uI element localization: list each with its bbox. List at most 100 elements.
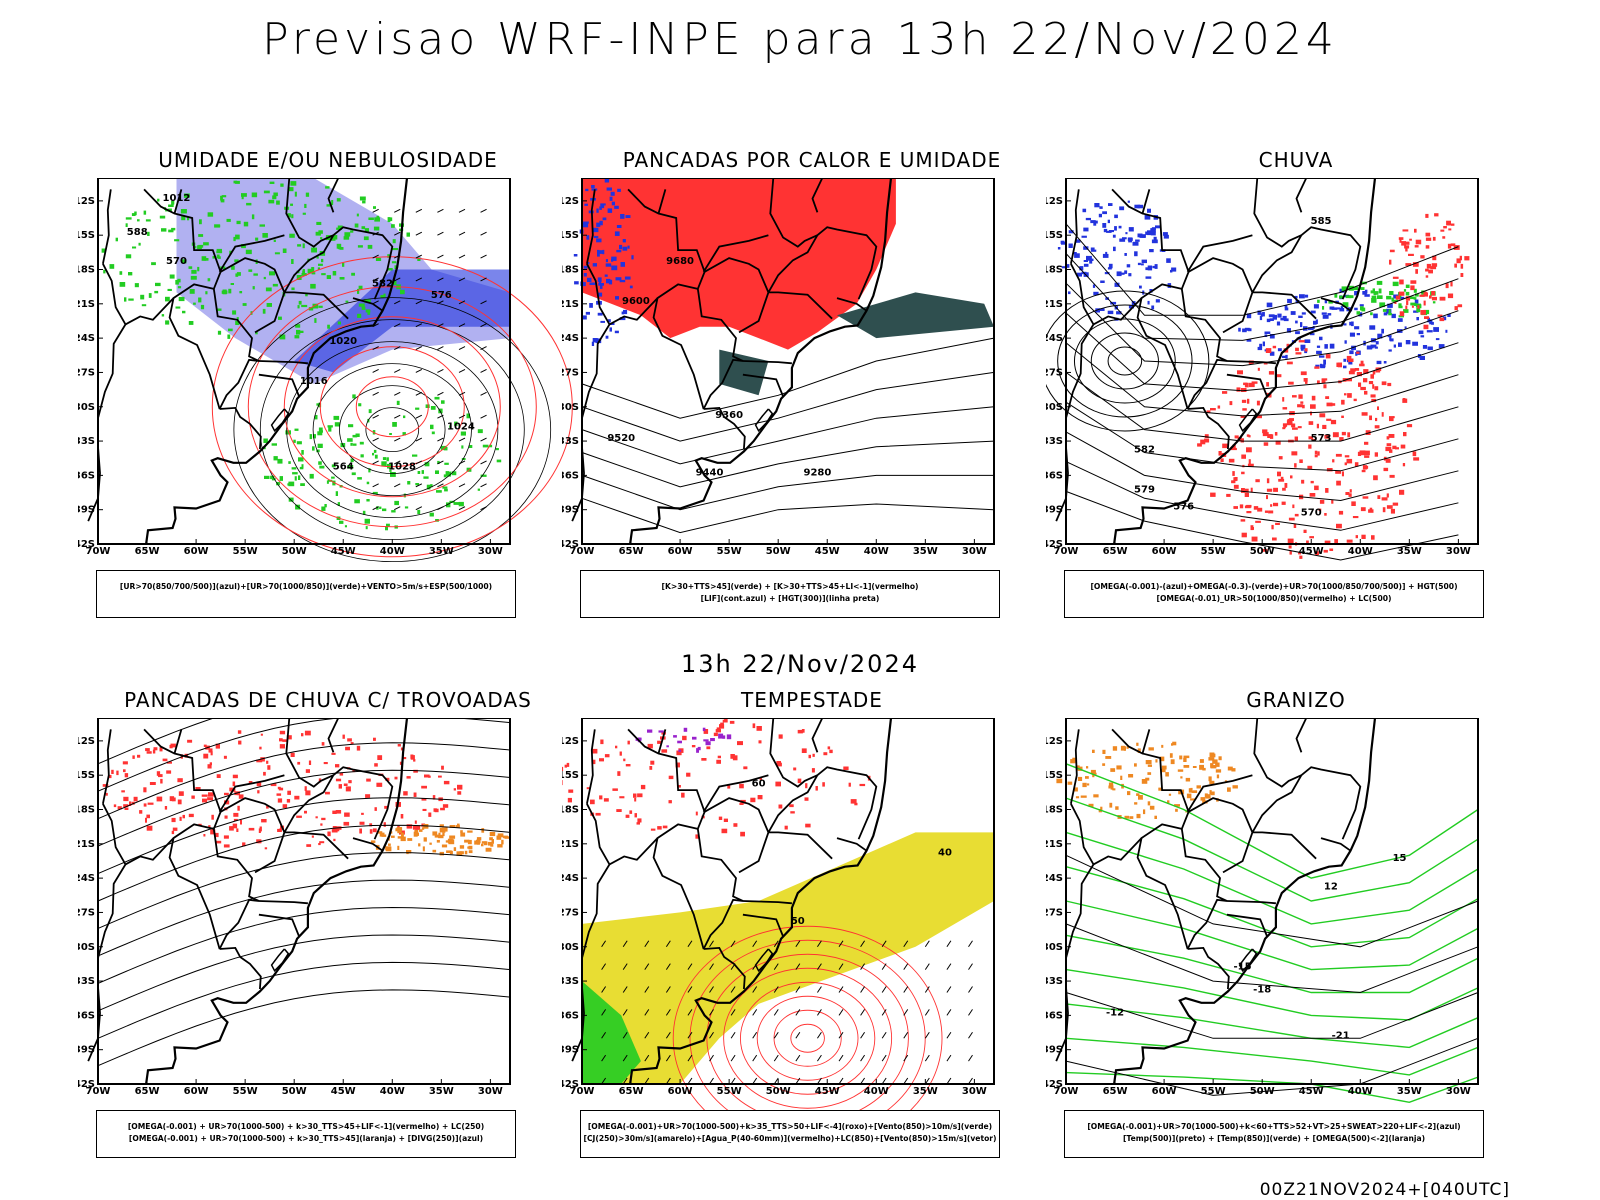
precip-cell xyxy=(650,828,656,831)
precip-cell xyxy=(717,755,721,759)
precip-cell xyxy=(407,481,411,485)
precip-cell xyxy=(1323,359,1326,365)
precip-cell xyxy=(596,208,599,213)
precip-cell xyxy=(461,458,466,460)
legend-line: [OMEGA(-0.001)-(azul)+OMEGA(-0.3)-(verde… xyxy=(1090,582,1458,591)
precip-cell xyxy=(134,283,139,288)
precip-cell xyxy=(237,805,240,811)
precip-cell xyxy=(143,787,147,793)
precip-cell xyxy=(288,461,291,464)
wind-vector xyxy=(924,1009,930,1016)
precip-cell xyxy=(1391,297,1394,302)
precip-cell xyxy=(309,473,314,479)
precip-cell xyxy=(1354,368,1360,371)
precip-cell xyxy=(374,763,378,767)
precip-cell xyxy=(1255,520,1261,523)
precip-cell xyxy=(351,472,356,476)
precip-cell xyxy=(706,746,711,750)
precip-cell xyxy=(333,838,336,842)
border-line xyxy=(1136,283,1189,410)
precip-cell xyxy=(445,471,449,476)
precip-cell xyxy=(1319,413,1326,418)
precip-cell xyxy=(1286,343,1290,348)
contour-label: 1020 xyxy=(329,336,357,347)
precip-cell xyxy=(1256,415,1262,419)
red-rain xyxy=(1389,213,1470,330)
border-line xyxy=(816,766,878,840)
precip-cell xyxy=(496,459,502,463)
lat-label: 36S xyxy=(562,470,579,481)
border-line xyxy=(1141,729,1151,754)
precip-cell xyxy=(331,829,338,833)
streamline xyxy=(97,879,511,957)
precip-cell xyxy=(1431,291,1436,296)
lon-label: 35W xyxy=(1397,1086,1422,1097)
precip-cell xyxy=(1294,463,1297,468)
precip-cell xyxy=(1414,299,1419,304)
precip-cell xyxy=(1150,228,1156,233)
hgt500-line xyxy=(1065,253,1459,341)
precip-cell xyxy=(716,759,721,764)
precip-cell xyxy=(241,193,247,197)
precip-cell xyxy=(1112,234,1116,238)
precip-cell xyxy=(226,218,231,222)
precip-cell xyxy=(1179,755,1183,760)
precip-cell xyxy=(1339,307,1345,312)
precip-cell xyxy=(589,282,596,285)
precip-cell xyxy=(1349,332,1355,337)
precip-cell xyxy=(177,778,183,783)
precip-cell xyxy=(1167,800,1170,804)
contour-label: 9520 xyxy=(607,433,635,444)
precip-cell xyxy=(1126,264,1131,268)
precip-cell xyxy=(412,826,418,830)
precip-cell xyxy=(460,431,466,436)
precip-cell xyxy=(1374,386,1379,391)
precip-cell xyxy=(231,265,235,270)
precip-cell xyxy=(722,735,726,739)
precip-cell xyxy=(252,286,255,290)
precip-cell xyxy=(331,476,335,479)
precip-cell xyxy=(438,834,444,839)
precip-cell xyxy=(1081,235,1087,238)
precip-cell xyxy=(1251,381,1258,384)
precip-cell xyxy=(1060,240,1065,244)
lat-label: 27S xyxy=(1046,367,1063,378)
map-frame xyxy=(581,718,995,1085)
precip-cell xyxy=(208,748,213,753)
precip-cell xyxy=(1310,404,1316,409)
precip-cell xyxy=(1151,305,1155,310)
precip-cell xyxy=(157,198,160,202)
temp500-line xyxy=(1065,992,1479,1039)
precip-cell xyxy=(117,806,122,810)
precip-cell xyxy=(214,224,220,228)
precip-cell xyxy=(301,464,304,469)
wind-vector xyxy=(795,1009,801,1016)
precip-cell xyxy=(1324,299,1328,304)
border-line xyxy=(1295,178,1308,213)
wind-vector xyxy=(415,437,423,442)
precip-cell xyxy=(793,767,797,771)
precip-cell xyxy=(1137,262,1141,266)
precip-cell xyxy=(392,239,396,244)
precip-cell xyxy=(369,823,373,827)
wind-vector xyxy=(687,940,693,948)
precip-cell xyxy=(1151,227,1156,231)
precip-cell xyxy=(235,320,240,325)
precip-cell xyxy=(1374,346,1378,349)
precip-cell xyxy=(269,271,275,276)
precip-cell xyxy=(587,277,592,282)
precip-cell xyxy=(453,788,456,791)
precip-cell xyxy=(1379,302,1386,308)
precip-cell xyxy=(422,808,427,811)
precip-cell xyxy=(406,776,411,779)
precip-cell xyxy=(302,243,305,249)
precip-cell xyxy=(143,210,147,215)
hgt300-line xyxy=(581,497,995,534)
precip-cell xyxy=(1210,492,1216,497)
precip-cell xyxy=(710,738,715,742)
wind-vector xyxy=(795,1054,801,1062)
legend-box: [UR>70(850/700/500)](azul)+[UR>70(1000/8… xyxy=(96,570,516,618)
precip-cell xyxy=(215,832,219,838)
precip-cell xyxy=(1315,319,1318,324)
precip-cell xyxy=(1432,255,1437,261)
